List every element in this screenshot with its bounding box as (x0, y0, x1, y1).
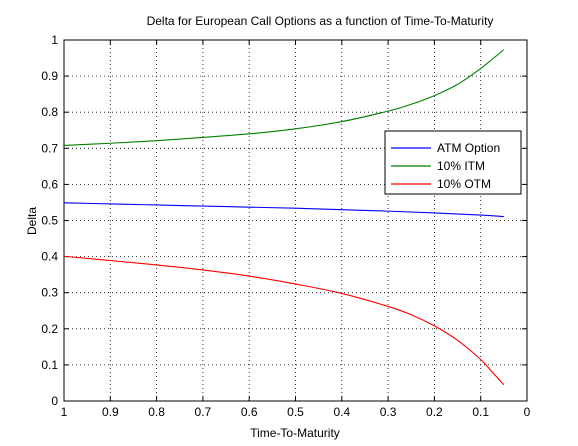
x-tick-label: 0.3 (380, 405, 397, 419)
y-tick-label: 0.3 (41, 286, 58, 300)
axis-ticks: 1 0.9 0.8 0.7 0.6 0.5 0.4 0.3 0.2 0.1 0 0 0.1 0.2 0.3 0… (41, 33, 530, 419)
y-axis-label: Delta (25, 207, 39, 235)
series-line-atm-option (63, 202, 504, 218)
x-tick-label: 0.5 (287, 405, 304, 419)
y-tick-label: 0 (51, 394, 58, 408)
chart-title: Delta for European Call Options as a fun… (147, 14, 494, 28)
x-tick-label: 0.8 (148, 405, 165, 419)
y-tick-label: 0.4 (41, 250, 58, 264)
y-tick-label: 0.1 (41, 358, 58, 372)
y-tick-label: 0.2 (41, 322, 58, 336)
x-tick-label: 1 (61, 405, 68, 419)
x-tick-label: 0.1 (472, 405, 489, 419)
y-tick-label: 0.9 (41, 69, 58, 83)
legend: ATM Option 10% ITM 10% OTM (384, 130, 522, 195)
legend-label: 10% OTM (437, 177, 491, 191)
x-tick-label: 0 (524, 405, 531, 419)
series-line-10-otm (63, 255, 505, 386)
x-tick-label: 0.4 (333, 405, 350, 419)
legend-label: 10% ITM (437, 159, 485, 173)
legend-label: ATM Option (437, 141, 500, 155)
x-tick-label: 0.2 (426, 405, 443, 419)
y-tick-label: 1 (51, 33, 58, 47)
x-tick-label: 0.7 (195, 405, 212, 419)
y-tick-label: 0.7 (41, 141, 58, 155)
y-tick-label: 0.8 (41, 105, 58, 119)
series-lines (63, 49, 505, 386)
y-tick-label: 0.5 (41, 214, 58, 228)
grid (64, 40, 527, 401)
y-tick-label: 0.6 (41, 177, 58, 191)
x-axis-label: Time-To-Maturity (250, 426, 340, 440)
x-tick-label: 0.9 (102, 405, 119, 419)
x-tick-label: 0.6 (241, 405, 258, 419)
series-line-10-itm (63, 49, 505, 146)
